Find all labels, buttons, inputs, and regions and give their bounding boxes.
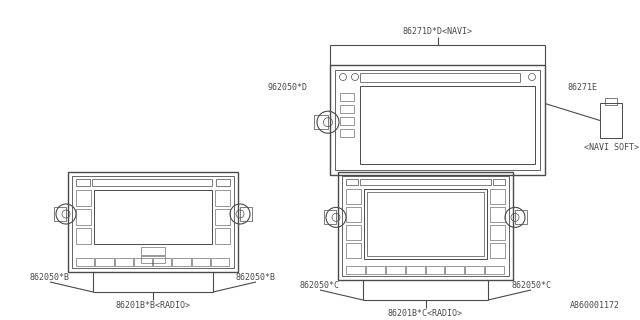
Bar bbox=[335, 70, 540, 170]
Bar bbox=[115, 258, 132, 266]
Bar bbox=[68, 172, 238, 272]
Text: 862050*B: 862050*B bbox=[236, 273, 276, 282]
Bar bbox=[360, 86, 535, 164]
Bar bbox=[134, 258, 152, 266]
Bar bbox=[141, 247, 165, 255]
Bar bbox=[95, 258, 113, 266]
Bar bbox=[338, 172, 513, 280]
Bar bbox=[346, 225, 361, 239]
Bar bbox=[54, 207, 66, 221]
Bar bbox=[215, 228, 230, 244]
Bar bbox=[215, 190, 230, 206]
Bar bbox=[367, 192, 484, 256]
Bar bbox=[490, 225, 505, 239]
Bar bbox=[340, 117, 354, 125]
Bar bbox=[605, 98, 617, 105]
Bar bbox=[366, 266, 385, 274]
Bar bbox=[172, 258, 191, 266]
Text: 86271E: 86271E bbox=[567, 83, 597, 92]
Bar bbox=[364, 189, 487, 259]
Bar bbox=[600, 103, 622, 138]
Bar bbox=[216, 179, 230, 186]
Bar bbox=[490, 189, 505, 204]
Bar bbox=[340, 129, 354, 137]
Bar bbox=[76, 190, 91, 206]
Text: A860001172: A860001172 bbox=[570, 301, 620, 310]
Text: 862050*C: 862050*C bbox=[300, 281, 340, 290]
Text: <NAVI SOFT>: <NAVI SOFT> bbox=[584, 143, 639, 153]
Bar bbox=[340, 93, 354, 101]
Bar bbox=[324, 210, 336, 224]
Bar bbox=[141, 256, 165, 263]
Bar bbox=[493, 179, 505, 185]
Bar bbox=[465, 266, 484, 274]
Bar bbox=[92, 179, 212, 186]
Text: 962050*D: 962050*D bbox=[268, 83, 308, 92]
Bar bbox=[346, 207, 361, 221]
Bar bbox=[76, 179, 90, 186]
Bar bbox=[346, 243, 361, 258]
Bar bbox=[406, 266, 424, 274]
Bar bbox=[72, 176, 234, 268]
Bar bbox=[346, 266, 365, 274]
Bar bbox=[485, 266, 504, 274]
Bar bbox=[191, 258, 210, 266]
Bar bbox=[76, 258, 94, 266]
Bar bbox=[340, 105, 354, 113]
Text: 862050*B: 862050*B bbox=[30, 273, 70, 282]
Bar bbox=[153, 258, 172, 266]
Bar bbox=[330, 65, 545, 175]
Bar bbox=[314, 115, 328, 129]
Bar bbox=[386, 266, 404, 274]
Bar bbox=[490, 243, 505, 258]
Bar bbox=[215, 209, 230, 225]
Bar bbox=[445, 266, 464, 274]
Text: 86271D*D<NAVI>: 86271D*D<NAVI> bbox=[403, 27, 472, 36]
Bar bbox=[76, 228, 91, 244]
Bar bbox=[490, 207, 505, 221]
Bar bbox=[360, 179, 491, 185]
Bar bbox=[360, 73, 520, 82]
Bar bbox=[346, 189, 361, 204]
Bar bbox=[240, 207, 252, 221]
Text: 862050*C: 862050*C bbox=[511, 281, 551, 290]
Bar bbox=[342, 176, 509, 276]
Text: 86201B*B<RADIO>: 86201B*B<RADIO> bbox=[115, 301, 191, 310]
Bar bbox=[211, 258, 229, 266]
Bar bbox=[426, 266, 444, 274]
Bar bbox=[94, 190, 212, 244]
Bar bbox=[76, 209, 91, 225]
Text: 86201B*C<RADIO>: 86201B*C<RADIO> bbox=[388, 309, 463, 318]
Bar bbox=[346, 179, 358, 185]
Bar bbox=[515, 210, 527, 224]
